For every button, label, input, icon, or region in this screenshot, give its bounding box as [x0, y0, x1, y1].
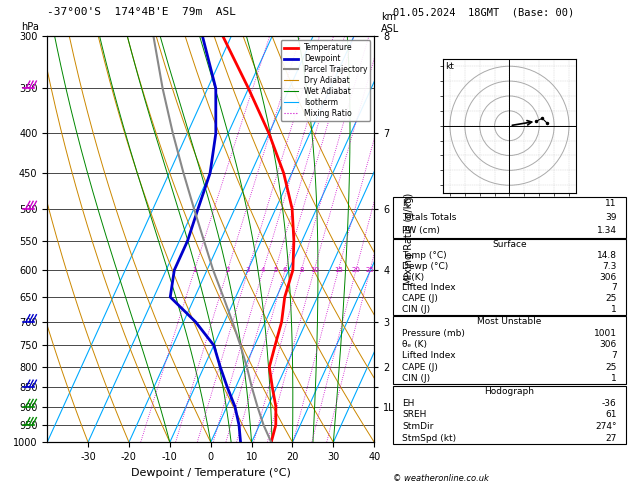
Text: 1001: 1001: [594, 329, 616, 338]
Text: 61: 61: [605, 410, 616, 419]
Text: StmDir: StmDir: [403, 422, 434, 431]
Text: Dewp (°C): Dewp (°C): [403, 262, 448, 271]
Text: CIN (J): CIN (J): [403, 374, 431, 383]
Text: Lifted Index: Lifted Index: [403, 351, 456, 360]
Text: 274°: 274°: [595, 422, 616, 431]
Text: SREH: SREH: [403, 410, 427, 419]
Text: 7: 7: [611, 283, 616, 292]
Text: 20: 20: [352, 267, 360, 273]
Text: 25: 25: [605, 294, 616, 303]
Text: 25: 25: [365, 267, 374, 273]
Text: CIN (J): CIN (J): [403, 305, 431, 314]
X-axis label: Dewpoint / Temperature (°C): Dewpoint / Temperature (°C): [131, 468, 291, 478]
Text: θₑ (K): θₑ (K): [403, 340, 428, 349]
Legend: Temperature, Dewpoint, Parcel Trajectory, Dry Adiabat, Wet Adiabat, Isotherm, Mi: Temperature, Dewpoint, Parcel Trajectory…: [281, 40, 370, 121]
Text: Mixing Ratio (g/kg): Mixing Ratio (g/kg): [404, 193, 414, 285]
Text: Temp (°C): Temp (°C): [403, 251, 447, 260]
Text: Most Unstable: Most Unstable: [477, 317, 542, 326]
Text: 27: 27: [605, 434, 616, 443]
Text: CAPE (J): CAPE (J): [403, 294, 438, 303]
Text: 1: 1: [611, 305, 616, 314]
Text: 2: 2: [225, 267, 230, 273]
Text: K: K: [403, 199, 408, 208]
Text: Pressure (mb): Pressure (mb): [403, 329, 465, 338]
Text: 15: 15: [334, 267, 343, 273]
Text: Surface: Surface: [492, 240, 527, 249]
Text: 306: 306: [599, 340, 616, 349]
Text: 11: 11: [605, 199, 616, 208]
Text: kt: kt: [445, 62, 454, 71]
Text: 306: 306: [599, 273, 616, 281]
Text: 6: 6: [283, 267, 287, 273]
Text: 4: 4: [261, 267, 265, 273]
Text: 1: 1: [192, 267, 197, 273]
Text: -37°00'S  174°4B'E  79m  ASL: -37°00'S 174°4B'E 79m ASL: [47, 7, 236, 17]
Text: 7.3: 7.3: [602, 262, 616, 271]
Text: © weatheronline.co.uk: © weatheronline.co.uk: [393, 474, 489, 483]
Text: 1: 1: [611, 374, 616, 383]
Text: 5: 5: [273, 267, 277, 273]
Text: 14.8: 14.8: [596, 251, 616, 260]
Text: Hodograph: Hodograph: [484, 387, 535, 396]
Text: 25: 25: [605, 363, 616, 372]
Text: 7: 7: [611, 351, 616, 360]
Text: hPa: hPa: [21, 22, 39, 33]
Text: 01.05.2024  18GMT  (Base: 00): 01.05.2024 18GMT (Base: 00): [393, 7, 574, 17]
Text: ASL: ASL: [381, 24, 399, 35]
Text: -36: -36: [602, 399, 616, 408]
Text: 39: 39: [605, 213, 616, 222]
Text: StmSpd (kt): StmSpd (kt): [403, 434, 457, 443]
Text: CAPE (J): CAPE (J): [403, 363, 438, 372]
Text: 8: 8: [299, 267, 304, 273]
Text: θₑ(K): θₑ(K): [403, 273, 425, 281]
Text: 1.34: 1.34: [596, 226, 616, 236]
Text: 3: 3: [246, 267, 250, 273]
Text: Lifted Index: Lifted Index: [403, 283, 456, 292]
Text: EH: EH: [403, 399, 415, 408]
Text: PW (cm): PW (cm): [403, 226, 440, 236]
Text: km: km: [381, 12, 396, 22]
Text: Totals Totals: Totals Totals: [403, 213, 457, 222]
Text: 10: 10: [309, 267, 319, 273]
